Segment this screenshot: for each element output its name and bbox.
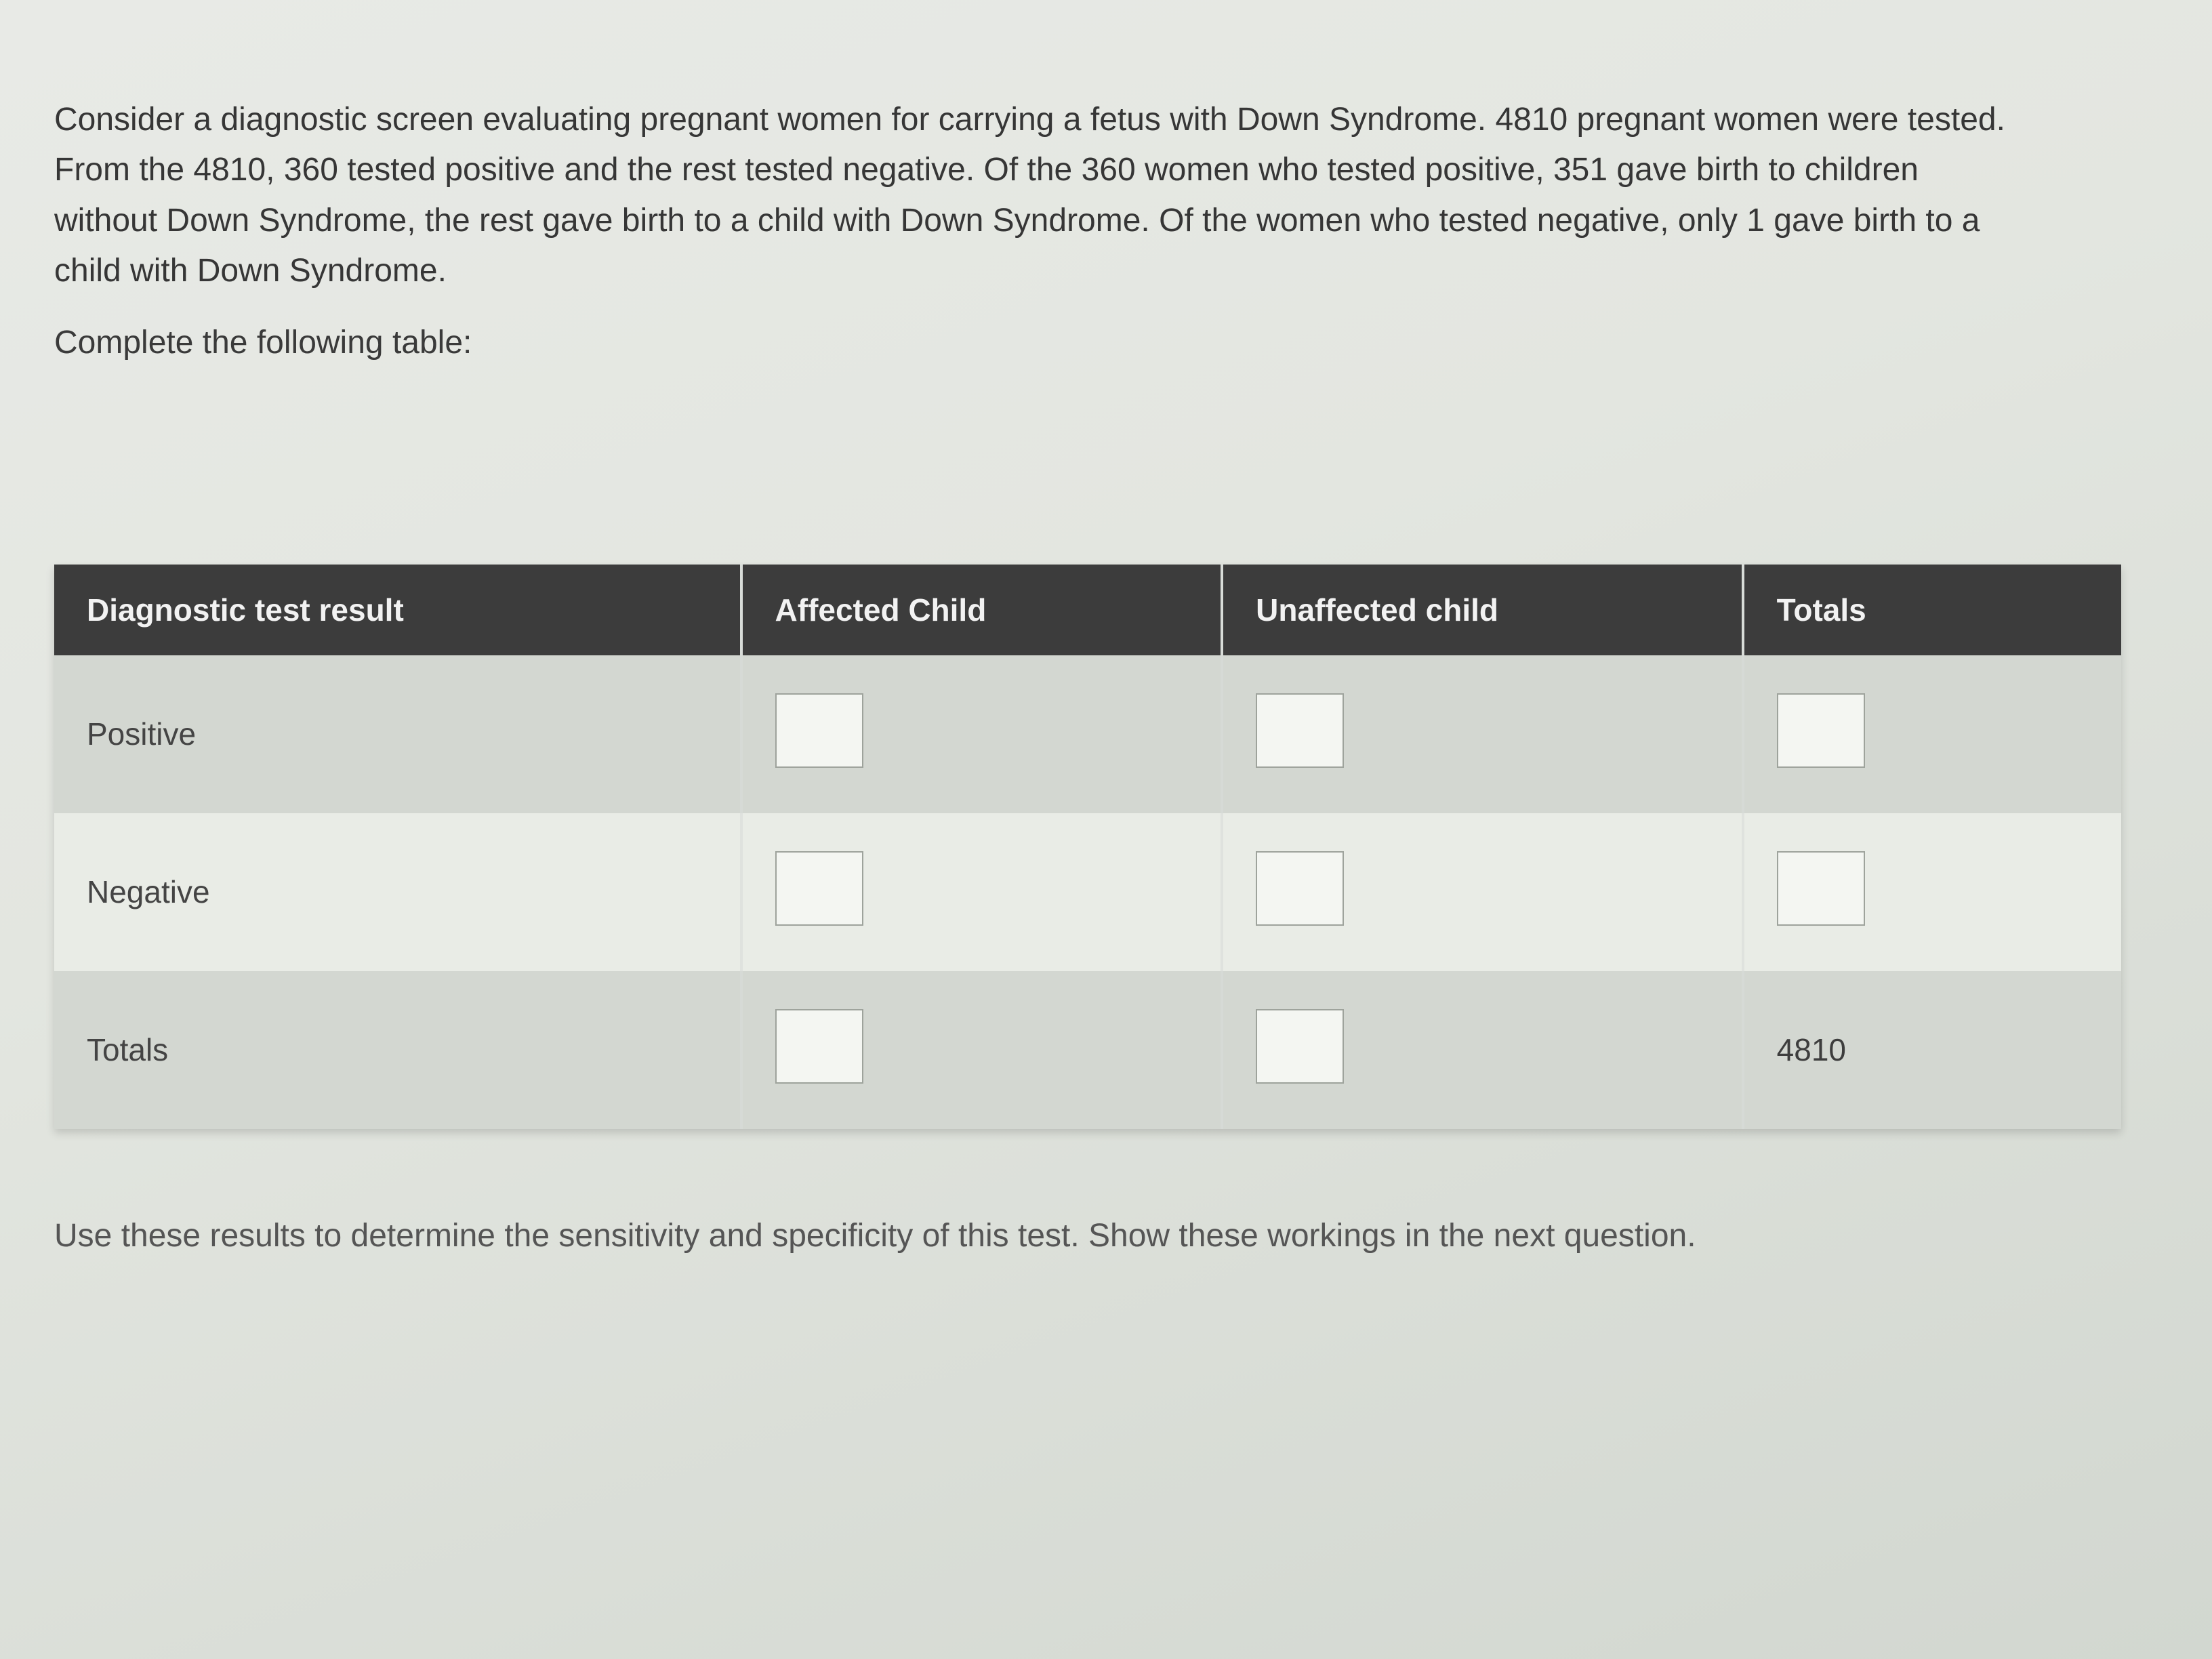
header-unaffected: Unaffected child bbox=[1222, 565, 1743, 655]
question-instruction: Complete the following table: bbox=[54, 324, 2158, 361]
input-positive-total[interactable] bbox=[1777, 693, 1865, 768]
header-affected: Affected Child bbox=[741, 565, 1223, 655]
header-result: Diagnostic test result bbox=[54, 565, 741, 655]
input-negative-affected[interactable] bbox=[775, 851, 863, 926]
question-footnote: Use these results to determine the sensi… bbox=[54, 1210, 2020, 1263]
input-negative-total[interactable] bbox=[1777, 851, 1865, 926]
table-row: Totals 4810 bbox=[54, 971, 2121, 1129]
input-positive-unaffected[interactable] bbox=[1256, 693, 1344, 768]
input-positive-affected[interactable] bbox=[775, 693, 863, 768]
input-negative-unaffected[interactable] bbox=[1256, 851, 1344, 926]
input-total-affected[interactable] bbox=[775, 1009, 863, 1084]
input-total-unaffected[interactable] bbox=[1256, 1009, 1344, 1084]
row-label-positive: Positive bbox=[54, 655, 741, 813]
row-label-totals: Totals bbox=[54, 971, 741, 1129]
table-row: Negative bbox=[54, 813, 2121, 971]
row-label-negative: Negative bbox=[54, 813, 741, 971]
header-totals: Totals bbox=[1743, 565, 2121, 655]
table-header-row: Diagnostic test result Affected Child Un… bbox=[54, 565, 2121, 655]
grand-total-value: 4810 bbox=[1777, 1032, 1846, 1067]
question-page: Consider a diagnostic screen evaluating … bbox=[0, 0, 2212, 1659]
contingency-table: Diagnostic test result Affected Child Un… bbox=[54, 565, 2121, 1129]
question-prompt: Consider a diagnostic screen evaluating … bbox=[54, 95, 2020, 297]
table-row: Positive bbox=[54, 655, 2121, 813]
